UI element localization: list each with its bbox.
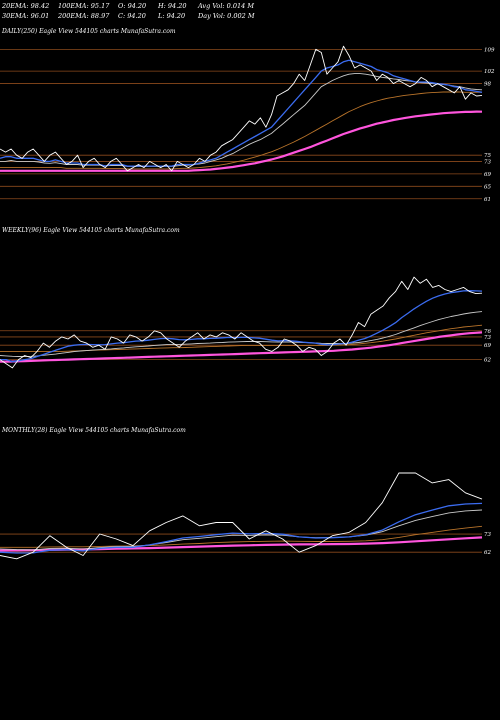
daily-tick-label: 69	[484, 172, 491, 178]
stat-30ema: 30EMA: 96.01	[2, 12, 49, 20]
stat-high: H: 94.20	[157, 2, 187, 10]
weekly-ema_mid-line	[0, 311, 483, 357]
daily-tick-label: 65	[484, 184, 491, 190]
monthly-price-line	[0, 472, 483, 560]
monthly-ema_long-line	[0, 536, 483, 552]
stat-open: O: 94.20	[118, 2, 146, 10]
weekly-series	[0, 276, 483, 369]
daily-ema30-line	[0, 73, 483, 167]
stat-day-vol: Day Vol: 0.002 M	[197, 12, 255, 20]
monthly-panel-label: MONTHLY(28) Eagle View 544105 charts Mun…	[1, 427, 186, 434]
monthly-ema_slow-line	[0, 525, 483, 548]
monthly-tick-labels: 73 62	[484, 532, 491, 556]
daily-tick-label: 102	[484, 69, 495, 75]
daily-ema100-line	[0, 91, 482, 170]
daily-tick-label: 73	[484, 159, 491, 165]
monthly-panel: MONTHLY(28) Eagle View 544105 charts Mun…	[0, 427, 491, 560]
weekly-price-line	[0, 276, 483, 369]
daily-tick-label: 75	[484, 153, 491, 159]
daily-ema20-line	[0, 59, 483, 167]
stat-avg-vol: Avg Vol: 0.014 M	[197, 2, 254, 10]
weekly-tick-label: 62	[484, 358, 491, 364]
weekly-tick-label: 76	[484, 329, 491, 335]
weekly-panel-label: WEEKLY(96) Eagle View 544105 charts Muna…	[2, 227, 180, 234]
weekly-tick-label: 73	[484, 335, 491, 341]
stat-100ema: 100EMA: 95.17	[58, 2, 110, 10]
daily-tick-label: 109	[484, 47, 495, 53]
stats-header: 20EMA: 98.42 100EMA: 95.17 O: 94.20 H: 9…	[1, 2, 255, 20]
stat-close: C: 94.20	[118, 12, 146, 20]
stat-20ema: 20EMA: 98.42	[1, 2, 49, 10]
weekly-ema_long-line	[0, 331, 483, 363]
stat-200ema: 200EMA: 88.97	[57, 12, 110, 20]
weekly-tick-label: 69	[484, 343, 491, 349]
weekly-panel: WEEKLY(96) Eagle View 544105 charts Muna…	[0, 227, 491, 369]
daily-panel: DAILY(250) Eagle View 544105 charts Muna…	[0, 28, 495, 203]
daily-series	[0, 45, 483, 172]
monthly-tick-label: 73	[484, 532, 491, 538]
stat-low: L: 94.20	[157, 12, 185, 20]
daily-tick-label: 98	[484, 82, 491, 88]
daily-panel-label: DAILY(250) Eagle View 544105 charts Muna…	[1, 28, 176, 35]
monthly-tick-label: 62	[484, 550, 491, 556]
monthly-ema_fast-line	[0, 502, 483, 554]
daily-tick-label: 61	[484, 197, 491, 203]
monthly-ema_mid-line	[0, 509, 483, 551]
daily-price-line	[0, 45, 483, 172]
daily-level-lines	[0, 48, 482, 200]
weekly-ema_fast-line	[0, 290, 483, 363]
daily-ema200-line	[0, 110, 483, 172]
monthly-series	[0, 472, 483, 560]
